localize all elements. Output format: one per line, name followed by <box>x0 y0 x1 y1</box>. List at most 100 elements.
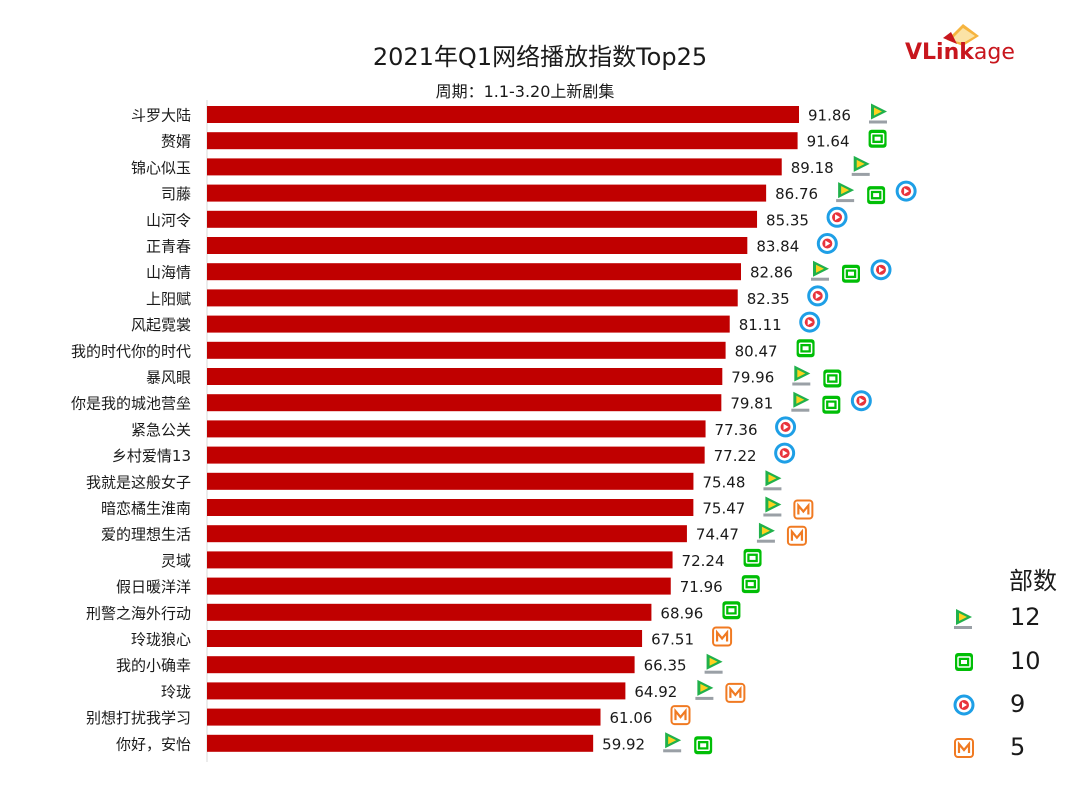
category-label: 赘婿 <box>161 133 191 151</box>
tencent-icon <box>663 732 682 753</box>
youku-icon <box>870 259 892 281</box>
iqiyi-icon <box>694 736 713 755</box>
bar <box>207 472 694 490</box>
bar <box>207 577 671 595</box>
bar-row: 你好，安怡 59.92 <box>116 732 713 755</box>
bar <box>207 499 694 516</box>
category-label: 你是我的城池营垒 <box>71 395 191 413</box>
bar-row: 爱的理想生活 74.47 <box>101 522 807 546</box>
legend-count: 9 <box>1010 690 1026 718</box>
category-label: 玲珑 <box>161 683 191 701</box>
youku-icon <box>807 285 829 307</box>
category-label: 玲珑狼心 <box>131 631 191 649</box>
bar-row: 玲珑狼心 67.51 <box>131 626 733 649</box>
iqiyi-icon <box>868 129 887 148</box>
value-label: 67.51 <box>651 631 694 649</box>
tencent-icon <box>792 365 811 386</box>
bar <box>207 289 738 307</box>
tencent-icon <box>704 653 723 674</box>
category-label: 我的小确幸 <box>116 657 191 675</box>
value-label: 77.22 <box>714 447 757 465</box>
category-label: 刑警之海外行动 <box>86 604 191 622</box>
category-label: 正青春 <box>146 238 191 256</box>
bar-row: 玲珑 64.92 <box>161 679 746 703</box>
youku-icon <box>953 694 975 716</box>
tencent-icon <box>954 609 972 629</box>
youku-icon <box>774 442 796 464</box>
legend-count: 12 <box>1010 603 1041 631</box>
category-label: 别想打扰我学习 <box>86 709 191 727</box>
value-label: 71.96 <box>680 578 723 596</box>
tencent-icon <box>791 391 810 412</box>
bar <box>207 341 726 359</box>
legend-count: 10 <box>1010 647 1041 675</box>
category-label: 假日暖洋洋 <box>116 578 191 596</box>
value-label: 64.92 <box>634 683 677 701</box>
mgtv-icon <box>786 525 807 546</box>
bar <box>207 184 767 202</box>
bar <box>207 603 652 621</box>
value-label: 66.35 <box>644 657 687 675</box>
bar <box>207 106 799 123</box>
bar <box>207 394 722 412</box>
category-label: 灵域 <box>161 552 191 570</box>
bar <box>207 656 635 674</box>
bar <box>207 551 673 569</box>
bar-row: 斗罗大陆 91.86 <box>131 103 887 125</box>
tencent-icon <box>810 260 829 281</box>
vlinkage-logo: VLinkage <box>905 22 1025 72</box>
bar-row: 我就是这般女子 75.48 <box>86 470 782 491</box>
category-label: 乡村爱情13 <box>112 447 191 465</box>
value-label: 82.35 <box>747 290 790 308</box>
category-label: 紧急公关 <box>131 421 191 439</box>
bar <box>207 263 741 281</box>
mgtv-icon <box>670 705 691 726</box>
bar-row: 别想打扰我学习 61.06 <box>86 705 691 727</box>
category-label: 司藤 <box>161 185 191 203</box>
iqiyi-icon <box>841 264 860 283</box>
tencent-icon <box>851 155 870 176</box>
bar-row: 风起霓裳 81.11 <box>131 311 821 334</box>
youku-icon <box>816 233 838 254</box>
tencent-icon <box>836 182 855 203</box>
category-label: 我的时代你的时代 <box>71 342 191 360</box>
category-label: 你好，安怡 <box>116 735 191 753</box>
logo-text: VLinkage <box>905 40 1015 65</box>
bar <box>207 132 798 150</box>
legend-item: 9 <box>950 690 1070 720</box>
value-label: 59.92 <box>602 735 645 753</box>
tencent-icon <box>695 679 714 700</box>
youku-icon <box>826 206 848 228</box>
category-label: 暗恋橘生淮南 <box>101 500 191 518</box>
mgtv-icon <box>712 626 733 647</box>
bar <box>207 630 643 647</box>
value-label: 91.86 <box>808 107 851 125</box>
bar <box>207 237 748 254</box>
bar-row: 上阳赋 82.35 <box>146 285 829 308</box>
bar-row: 暴风眼 79.96 <box>146 365 842 388</box>
legend-count: 5 <box>1010 733 1026 761</box>
value-label: 79.81 <box>730 395 773 413</box>
value-label: 91.64 <box>807 133 850 151</box>
iqiyi-icon <box>722 601 741 620</box>
bar-row: 灵域 72.24 <box>161 548 762 570</box>
iqiyi-icon <box>743 548 762 567</box>
bar-row: 假日暖洋洋 71.96 <box>116 575 760 596</box>
bar <box>207 708 601 726</box>
bar-row: 司藤 86.76 <box>161 180 917 205</box>
value-label: 79.96 <box>731 369 774 387</box>
tencent-icon <box>869 103 887 124</box>
youku-icon <box>775 416 797 438</box>
value-label: 75.47 <box>702 500 745 518</box>
category-label: 锦心似玉 <box>131 159 191 177</box>
value-label: 89.18 <box>791 159 834 177</box>
category-label: 山河令 <box>146 211 191 229</box>
youku-icon <box>895 180 917 202</box>
bar <box>207 682 626 700</box>
chart-subtitle: 周期：1.1-3.20上新剧集 <box>435 82 615 101</box>
value-label: 74.47 <box>696 526 739 544</box>
bar <box>207 420 706 438</box>
iqiyi-icon <box>955 653 973 671</box>
mgtv-icon <box>793 499 814 520</box>
bar-row: 刑警之海外行动 68.96 <box>86 601 741 622</box>
